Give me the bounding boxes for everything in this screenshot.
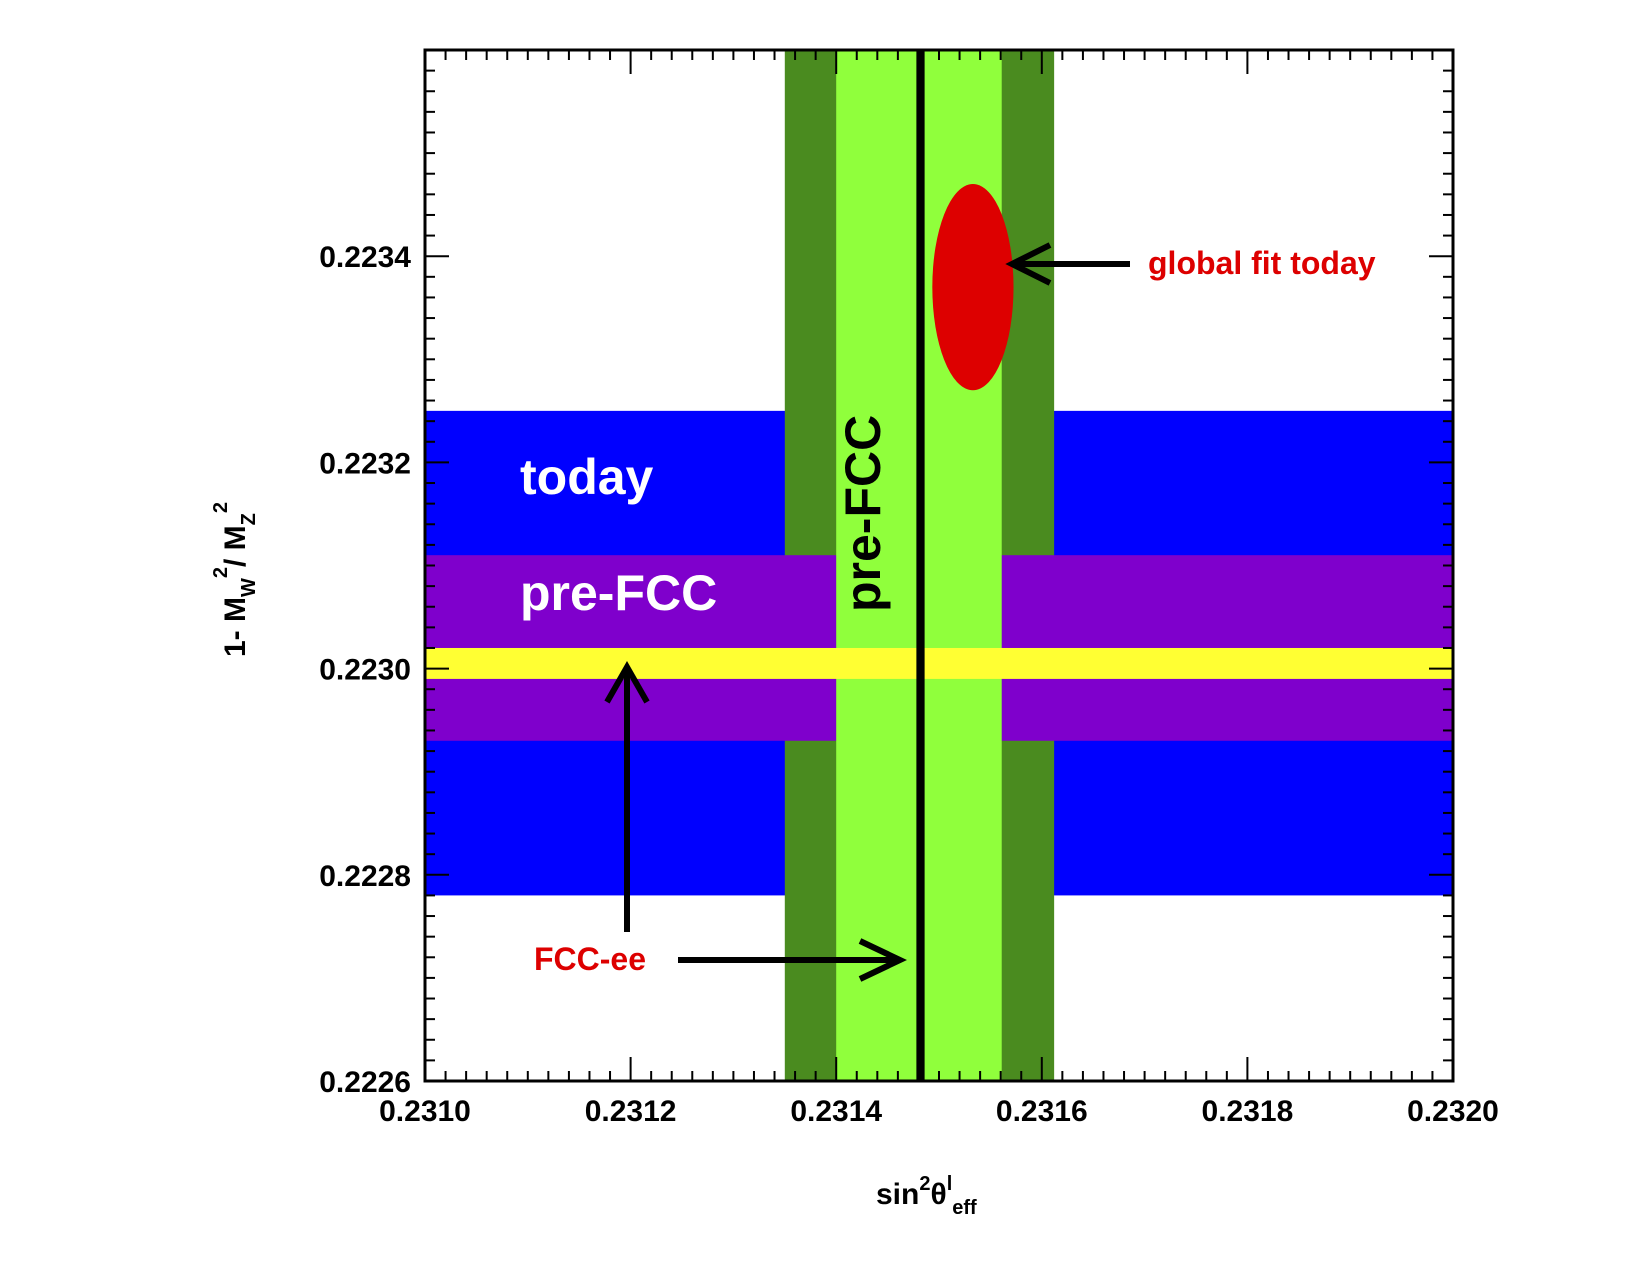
fccee-vertical-band — [916, 50, 925, 1081]
x-tick-label: 0.2316 — [996, 1095, 1088, 1128]
y-axis-title: 1- MW2/ MZ2 — [210, 502, 260, 657]
fccee-vertical-arrow — [604, 660, 650, 932]
y-tick-label: 0.2228 — [319, 860, 411, 893]
x-tick-label: 0.2314 — [790, 1095, 882, 1128]
x-tick-label: 0.2312 — [585, 1095, 677, 1128]
x-tick-label: 0.2310 — [379, 1095, 471, 1128]
prefcc-band-label: pre-FCC — [520, 565, 717, 621]
y-tick-label: 0.2234 — [319, 241, 411, 274]
global-fit-arrow — [1005, 242, 1130, 286]
x-tick-label: 0.2320 — [1407, 1095, 1499, 1128]
plot-area — [425, 50, 1453, 1081]
fccee-horizontal-band — [425, 647, 1453, 679]
x-axis-title: sin2θleff — [876, 1173, 977, 1219]
x-tick-label: 0.2318 — [1202, 1095, 1294, 1128]
global-fit-label: global fit today — [1148, 245, 1376, 281]
axes: 0.2310 0.2312 0.2314 0.2316 0.2318 0.2320 0.22… — [319, 48, 1499, 1128]
fccee-horizontal-arrow — [678, 938, 907, 982]
fccee-label: FCC-ee — [534, 941, 646, 977]
global-fit-ellipse — [932, 184, 1014, 391]
y-tick-label: 0.2226 — [319, 1066, 411, 1099]
y-tick-label: 0.2230 — [319, 654, 411, 687]
prefcc-vertical-label: pre-FCC — [835, 415, 891, 612]
today-band-label: today — [520, 449, 654, 505]
y-tick-label: 0.2232 — [319, 447, 411, 480]
